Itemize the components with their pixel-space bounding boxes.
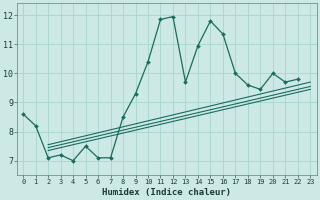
X-axis label: Humidex (Indice chaleur): Humidex (Indice chaleur) xyxy=(102,188,231,197)
